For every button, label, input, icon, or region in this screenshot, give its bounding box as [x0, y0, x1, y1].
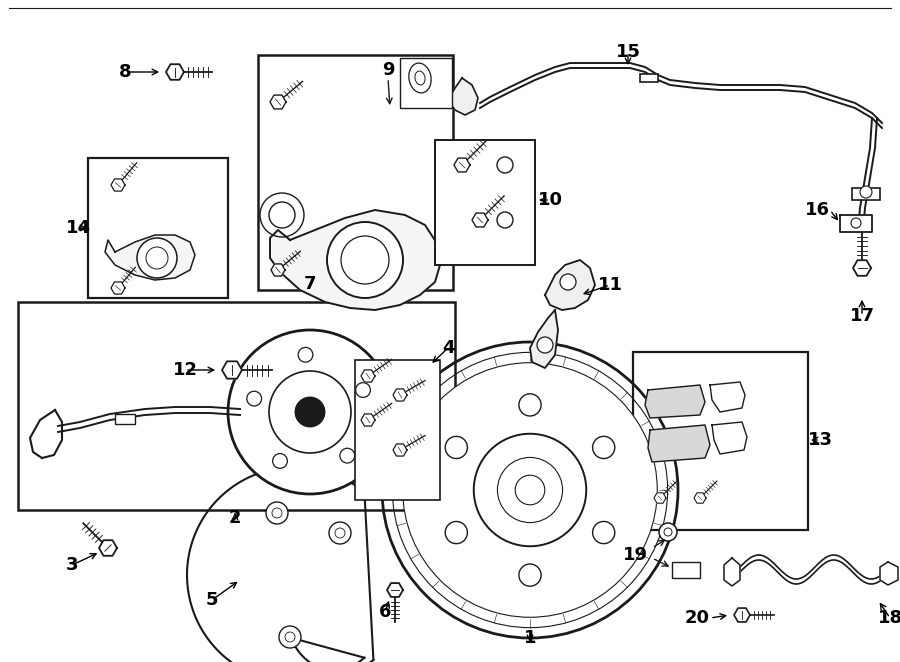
Circle shape: [273, 453, 287, 468]
Polygon shape: [448, 78, 478, 115]
Polygon shape: [724, 558, 740, 586]
Text: 16: 16: [805, 201, 830, 219]
Text: 6: 6: [379, 603, 392, 621]
Polygon shape: [270, 210, 440, 310]
Text: 11: 11: [598, 276, 623, 294]
Circle shape: [269, 371, 351, 453]
Circle shape: [402, 363, 657, 617]
Circle shape: [295, 397, 325, 427]
Text: 4: 4: [442, 339, 454, 357]
Text: 3: 3: [66, 556, 78, 574]
Circle shape: [298, 348, 313, 362]
Circle shape: [137, 238, 177, 278]
Polygon shape: [105, 235, 195, 280]
Text: 17: 17: [850, 307, 875, 325]
Polygon shape: [361, 370, 375, 382]
Circle shape: [266, 502, 288, 524]
Bar: [355, 360, 440, 500]
Circle shape: [659, 523, 677, 541]
Text: 9: 9: [382, 61, 394, 79]
Polygon shape: [694, 493, 706, 503]
Polygon shape: [270, 95, 286, 109]
Circle shape: [851, 218, 861, 228]
Circle shape: [446, 522, 467, 544]
Circle shape: [519, 564, 541, 586]
Text: 5: 5: [206, 591, 218, 609]
Circle shape: [592, 436, 615, 459]
Text: 20: 20: [685, 609, 710, 627]
Circle shape: [247, 391, 262, 406]
Polygon shape: [387, 583, 403, 597]
Circle shape: [269, 202, 295, 228]
Circle shape: [446, 436, 467, 459]
Bar: [640, 74, 658, 82]
Text: 19: 19: [623, 546, 648, 564]
Text: 12: 12: [173, 361, 197, 379]
Polygon shape: [222, 361, 242, 379]
Circle shape: [515, 475, 544, 505]
Bar: [435, 140, 535, 265]
Circle shape: [860, 186, 872, 198]
Polygon shape: [472, 213, 488, 227]
Circle shape: [327, 222, 403, 298]
Bar: [258, 55, 453, 290]
Polygon shape: [271, 264, 285, 276]
Bar: [672, 562, 700, 578]
Polygon shape: [734, 608, 750, 622]
Bar: [852, 188, 880, 200]
Bar: [400, 58, 452, 108]
Circle shape: [228, 330, 392, 494]
Bar: [633, 352, 808, 530]
Polygon shape: [840, 215, 872, 232]
Bar: [18, 302, 455, 510]
Text: 14: 14: [66, 219, 91, 237]
Polygon shape: [361, 414, 375, 426]
Polygon shape: [393, 389, 407, 401]
Circle shape: [560, 274, 576, 290]
Circle shape: [279, 626, 301, 648]
Circle shape: [356, 383, 371, 397]
Circle shape: [340, 448, 355, 463]
Text: 13: 13: [807, 431, 833, 449]
Circle shape: [519, 394, 541, 416]
Text: 2: 2: [229, 509, 241, 527]
Polygon shape: [645, 385, 705, 418]
Polygon shape: [530, 310, 558, 368]
Polygon shape: [393, 444, 407, 456]
Polygon shape: [111, 282, 125, 294]
Polygon shape: [545, 260, 595, 310]
Polygon shape: [853, 260, 871, 276]
Text: 10: 10: [537, 191, 562, 209]
Circle shape: [497, 212, 513, 228]
Polygon shape: [648, 425, 710, 462]
Text: 18: 18: [878, 609, 900, 627]
Circle shape: [537, 337, 553, 353]
Text: 7: 7: [304, 275, 316, 293]
Polygon shape: [166, 64, 184, 80]
Circle shape: [497, 157, 513, 173]
Text: 1: 1: [524, 629, 536, 647]
Circle shape: [592, 522, 615, 544]
Polygon shape: [99, 540, 117, 556]
Polygon shape: [880, 562, 898, 585]
Bar: [115, 414, 135, 424]
Text: 15: 15: [616, 43, 641, 61]
Circle shape: [329, 522, 351, 544]
Polygon shape: [454, 158, 470, 172]
Polygon shape: [111, 179, 125, 191]
Text: 8: 8: [119, 63, 131, 81]
Polygon shape: [654, 493, 666, 503]
Bar: [88, 158, 228, 298]
